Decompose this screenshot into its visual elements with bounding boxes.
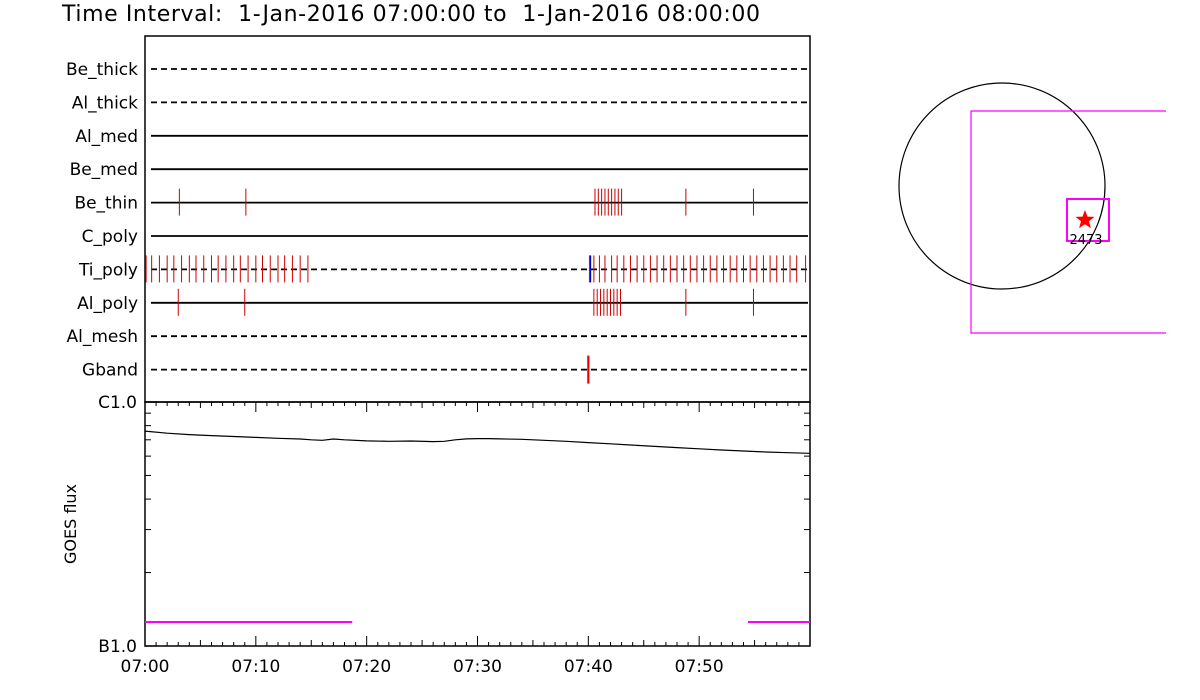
active-region-label: 2473 xyxy=(1069,233,1102,248)
row-label-al_poly: Al_poly xyxy=(77,294,138,314)
field-of-view-box xyxy=(970,110,1166,334)
x-tick-label: 07:10 xyxy=(231,657,280,677)
y-tick-label: B1.0 xyxy=(98,637,137,657)
x-tick-label: 07:50 xyxy=(675,657,724,677)
row-label-al_thick: Al_thick xyxy=(72,93,138,113)
row-label-be_thick: Be_thick xyxy=(66,60,138,80)
event-timeline-panel: Be_thick Al_thick Al_med Be_med Be_thin C_pol… xyxy=(66,35,811,403)
x-tick-label: 07:40 xyxy=(564,657,613,677)
x-tick-label: 07:00 xyxy=(121,657,170,677)
goes-flux-panel: 07:00 07:10 07:20 07:30 07:40 07:50 C1.0 B1.0 GO… xyxy=(61,393,811,677)
title-start: 1-Jan-2016 07:00:00 xyxy=(238,2,477,27)
row-label-ti_poly: Ti_poly xyxy=(78,260,138,280)
flare-star-icon xyxy=(1075,210,1095,229)
row-label-gband: Gband xyxy=(82,361,138,381)
title-prefix: Time Interval: xyxy=(62,2,223,27)
active-region-box xyxy=(1066,198,1110,242)
locator-panel: 2473 xyxy=(898,82,1166,334)
row-label-be_thin: Be_thin xyxy=(74,194,138,214)
title-end: 1-Jan-2016 08:00:00 xyxy=(522,2,761,27)
row-label-c_poly: C_poly xyxy=(82,227,138,247)
row-label-al_med: Al_med xyxy=(75,127,138,147)
x-tick-label: 07:20 xyxy=(342,657,391,677)
x-tick-label: 07:30 xyxy=(453,657,502,677)
chart-title: Time Interval: 1-Jan-2016 07:00:00 to 1-… xyxy=(62,2,761,27)
y-axis-label: GOES flux xyxy=(61,484,80,564)
timeline-frame xyxy=(144,35,811,403)
row-label-be_med: Be_med xyxy=(70,160,138,180)
solar-disk xyxy=(898,82,1106,290)
y-tick-label: C1.0 xyxy=(98,393,137,413)
row-label-al_mesh: Al_mesh xyxy=(66,327,138,347)
goes-flux-series xyxy=(144,430,811,454)
title-joiner: to xyxy=(483,2,508,27)
